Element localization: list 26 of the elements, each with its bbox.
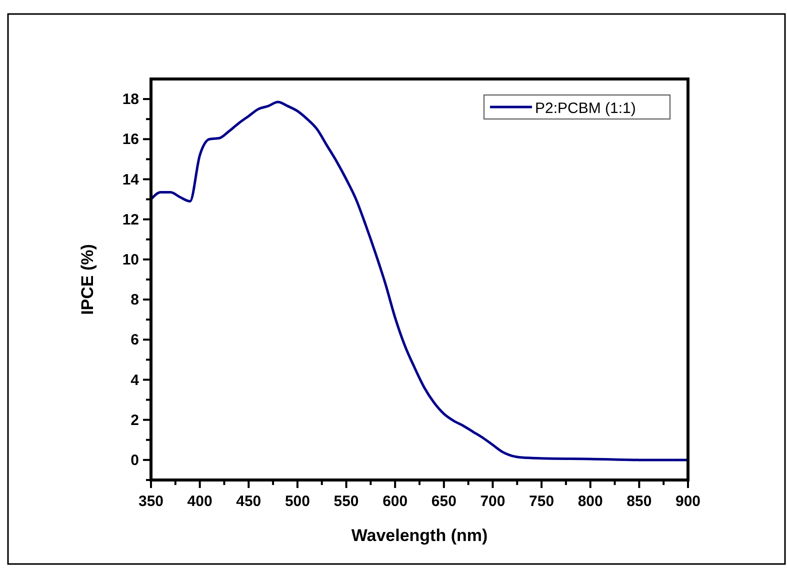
y-tick-label: 2 <box>130 412 139 429</box>
line-series <box>150 100 690 462</box>
x-tick-label: 400 <box>187 493 212 510</box>
x-tick-label: 550 <box>334 493 359 510</box>
x-tick-label: 750 <box>529 493 554 510</box>
x-axis-title: Wavelength (nm) <box>351 526 488 545</box>
y-tick-label: 18 <box>122 91 139 108</box>
y-tick-label: 6 <box>130 332 139 349</box>
x-tick-label: 600 <box>382 493 408 510</box>
y-tick-label: 8 <box>130 292 139 309</box>
x-tick-label: 800 <box>578 493 603 510</box>
x-tick-label: 450 <box>236 493 262 510</box>
y-tick-label: 16 <box>122 131 139 148</box>
y-tick-label: 14 <box>122 171 140 188</box>
x-tick-label: 850 <box>626 493 652 510</box>
y-axis-title: IPCE (%) <box>78 244 97 315</box>
x-tick-label: 350 <box>138 493 164 510</box>
x-tick-label: 700 <box>480 493 506 510</box>
legend-label: P2:PCBM (1:1) <box>535 100 636 117</box>
y-tick-label: 4 <box>130 372 140 389</box>
x-tick-label: 900 <box>675 493 701 510</box>
y-tick-label: 12 <box>122 211 139 228</box>
x-tick-label: 650 <box>431 493 456 510</box>
y-tick-label: 10 <box>122 251 139 268</box>
y-tick-label: 0 <box>130 452 139 469</box>
x-tick-label: 500 <box>284 493 310 510</box>
